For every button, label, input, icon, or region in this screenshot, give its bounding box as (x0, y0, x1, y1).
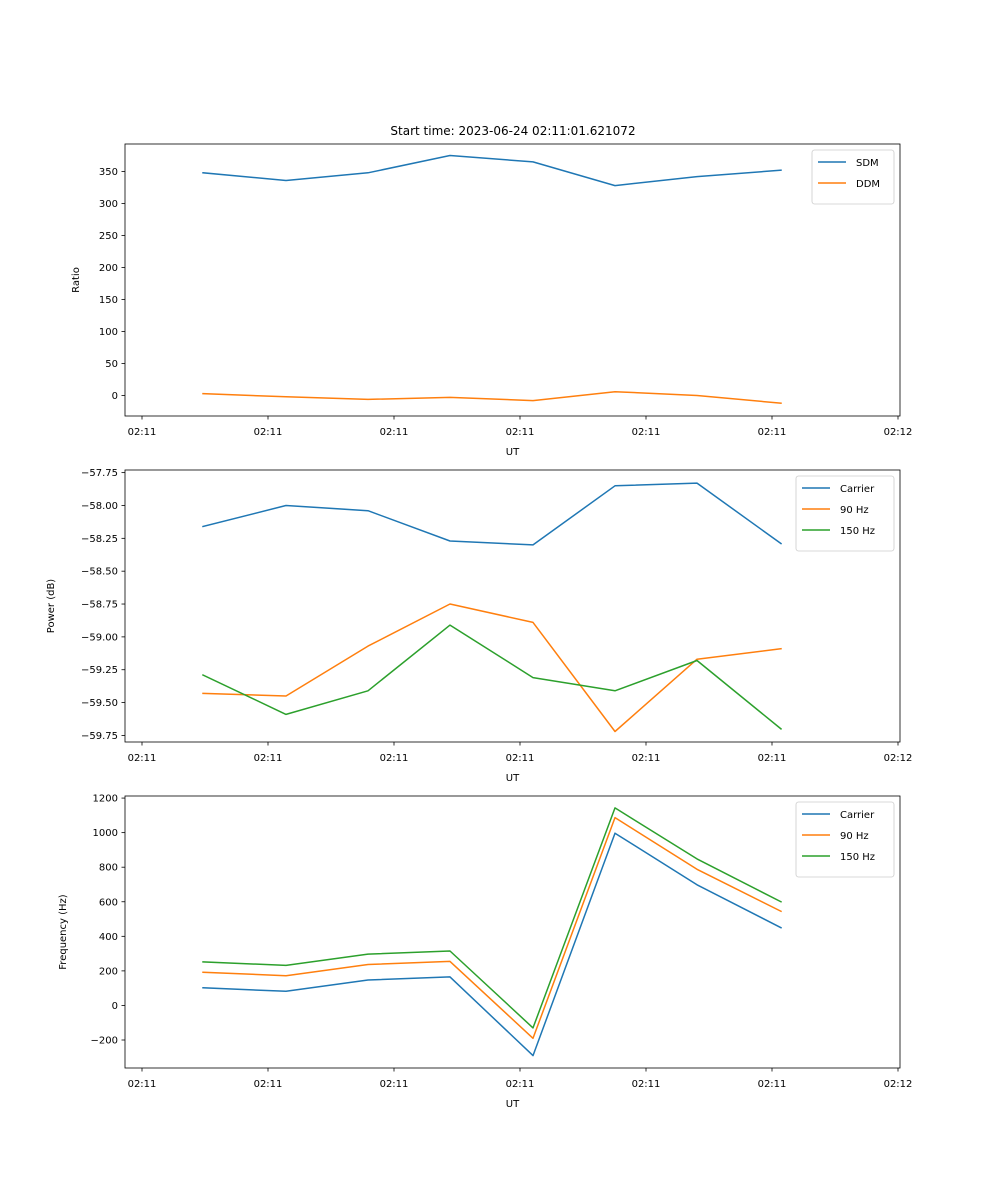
x-tick-label: 02:11 (632, 1079, 661, 1090)
y-tick-label: −58.25 (81, 534, 118, 545)
x-tick-label: 02:11 (758, 427, 787, 438)
series-line-ddm (202, 390, 782, 405)
y-tick-label: −59.00 (81, 632, 118, 643)
plot-frame (124, 469, 901, 743)
y-tick-label: 400 (99, 932, 118, 943)
chart-2: 02:11 02:11 02:11 02:11 02:11 02:11 02:12 −59.7… (46, 468, 912, 784)
legend-label: 150 Hz (840, 852, 875, 863)
y-tick-label: −59.25 (81, 665, 118, 676)
x-tick-label: 02:11 (632, 753, 661, 764)
legend-label: Carrier (840, 484, 875, 495)
y-tick-label: 800 (99, 863, 118, 874)
x-axis-label: UT (506, 1099, 520, 1110)
x-tick-label: 02:12 (884, 1079, 913, 1090)
x-tick-label: 02:11 (128, 753, 157, 764)
legend-label: 90 Hz (840, 831, 869, 842)
x-tick-label: 02:11 (380, 427, 409, 438)
chart-1: 02:11 02:11 02:11 02:11 02:11 02:11 02:12 0 50 10… (71, 143, 913, 458)
x-tick-label: 02:11 (128, 427, 157, 438)
y-tick-label: 350 (99, 167, 118, 178)
y-tick-label: 300 (99, 199, 118, 210)
x-tick-label: 02:11 (380, 753, 409, 764)
y-tick-label: −58.00 (81, 501, 118, 512)
series-line-carrier (202, 832, 783, 1057)
legend-label: Carrier (840, 810, 875, 821)
x-axis-label: UT (506, 773, 520, 784)
y-tick-label: −200 (91, 1036, 118, 1047)
plot-frame (124, 143, 901, 417)
legend-label: 150 Hz (840, 526, 875, 537)
x-tick-label: 02:11 (506, 753, 535, 764)
x-tick-label: 02:11 (506, 1079, 535, 1090)
y-tick-label: 100 (99, 327, 118, 338)
y-tick-label: 0 (112, 1001, 118, 1012)
y-tick-label: −57.75 (81, 468, 118, 479)
x-tick-label: 02:11 (380, 1079, 409, 1090)
x-tick-label: 02:11 (758, 753, 787, 764)
x-tick-label: 02:12 (884, 427, 913, 438)
y-tick-label: −58.50 (81, 567, 118, 578)
y-tick-label: 1000 (93, 828, 118, 839)
series-line-150-hz (202, 807, 783, 1029)
legend-box (795, 801, 895, 878)
x-tick-label: 02:11 (128, 1079, 157, 1090)
x-axis-label: UT (506, 447, 520, 458)
y-tick-label: 250 (99, 231, 118, 242)
y-axis-label: Ratio (71, 267, 82, 293)
series-line-90-hz (202, 816, 783, 1040)
legend-box (795, 475, 895, 552)
legend-label: DDM (856, 179, 880, 190)
y-tick-label: 150 (99, 295, 118, 306)
y-tick-label: 600 (99, 897, 118, 908)
legend-box (811, 149, 895, 205)
plot-frame (124, 795, 901, 1069)
legend-label: 90 Hz (840, 505, 869, 516)
y-tick-label: 50 (105, 359, 118, 370)
x-tick-label: 02:11 (632, 427, 661, 438)
x-tick-label: 02:12 (884, 753, 913, 764)
y-tick-label: −59.50 (81, 698, 118, 709)
y-tick-label: 1200 (93, 794, 118, 805)
series-line-carrier (202, 482, 783, 546)
series-line-90-hz (202, 603, 782, 733)
y-axis-label: Frequency (Hz) (58, 894, 69, 970)
y-axis-label: Power (dB) (46, 579, 57, 634)
figure-title: Start time: 2023-06-24 02:11:01.621072 (390, 124, 635, 138)
y-tick-label: −59.75 (81, 731, 118, 742)
series-line-sdm (202, 154, 782, 187)
y-tick-label: 200 (99, 263, 118, 274)
legend-label: SDM (856, 158, 879, 169)
x-tick-label: 02:11 (506, 427, 535, 438)
series-line-150-hz (202, 624, 783, 730)
x-tick-label: 02:11 (254, 1079, 283, 1090)
chart-3: 02:11 02:11 02:11 02:11 02:11 02:11 02:12 −200 0… (58, 794, 912, 1110)
x-tick-label: 02:11 (254, 753, 283, 764)
y-tick-label: −58.75 (81, 600, 118, 611)
x-tick-label: 02:11 (758, 1079, 787, 1090)
y-tick-label: 200 (99, 966, 118, 977)
y-tick-label: 0 (112, 391, 118, 402)
x-tick-label: 02:11 (254, 427, 283, 438)
